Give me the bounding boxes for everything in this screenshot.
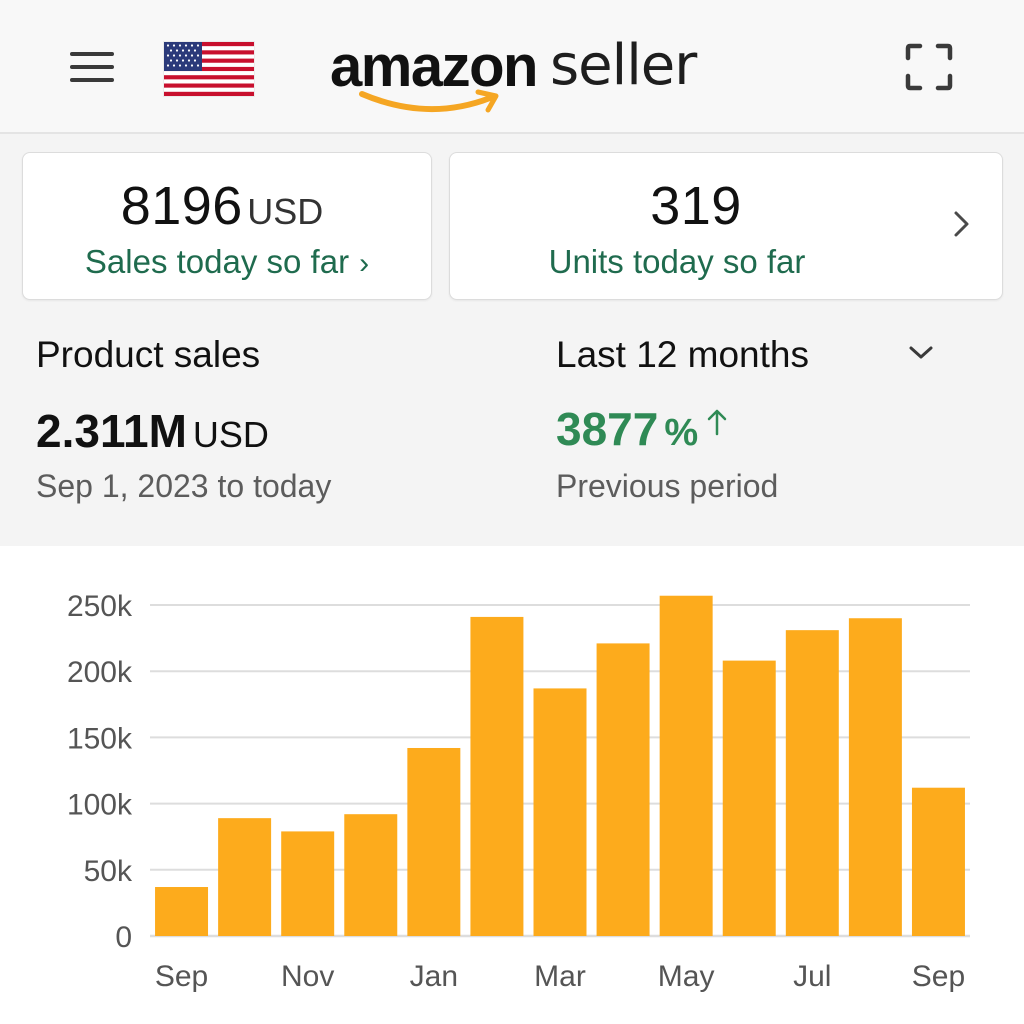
sales-today-value: 8196 [120, 176, 243, 236]
product-sales-unit: USD [192, 414, 269, 455]
x-tick-label: Sep [155, 960, 208, 993]
units-today-card[interactable]: 319 Units today so far [449, 152, 1003, 300]
x-tick-label: Jul [793, 960, 831, 993]
period-change: 3877% [556, 402, 728, 456]
units-today-value: 319 [650, 176, 742, 236]
summary-section: 8196 USD Sales today so far › 319 Units t… [0, 134, 1024, 546]
logo-amazon-text: amazon [330, 34, 538, 99]
bar-sep-0[interactable] [155, 887, 209, 936]
bar-chart-svg: 0 50k 100k 150k 200k 250k Sep Nov Jan Mar May Jul Se… [67, 590, 970, 993]
amazon-smile-icon [359, 89, 499, 113]
bar-nov-2[interactable] [281, 831, 335, 936]
sales-today-label-row: Sales today so far › [23, 243, 431, 281]
period-change-unit: % [664, 412, 699, 454]
product-sales-value: 2.311M [36, 405, 187, 457]
x-tick-label: Mar [534, 960, 586, 993]
y-tick-label: 200k [67, 656, 133, 689]
y-tick-label: 100k [67, 789, 133, 822]
chevron-down-icon [909, 346, 933, 359]
y-tick-label: 0 [115, 921, 132, 954]
units-today-label: Units today so far [548, 243, 806, 280]
bar-aug-11[interactable] [848, 618, 902, 936]
bar-dec-3[interactable] [344, 814, 398, 936]
bar-jan-4[interactable] [407, 747, 461, 936]
sales-today-unit: USD [247, 191, 324, 232]
x-tick-label: Sep [912, 960, 965, 993]
bar-sep-12[interactable] [911, 787, 965, 936]
y-tick-label: 150k [67, 722, 133, 755]
x-tick-label: May [658, 960, 715, 993]
product-sales-date-range: Sep 1, 2023 to today [36, 468, 332, 504]
sales-today-label: Sales today so far [84, 243, 350, 280]
bar-mar-6[interactable] [533, 688, 587, 936]
y-tick-label: 250k [67, 590, 133, 623]
hamburger-menu-icon[interactable] [66, 46, 118, 88]
arrow-up-icon [707, 409, 727, 436]
amazon-seller-logo: amazon seller [328, 30, 708, 120]
logo-seller-text: seller [550, 33, 697, 98]
x-tick-label: Nov [281, 960, 334, 993]
sales-today-value-row: 8196 USD [13, 175, 431, 237]
y-tick-label: 50k [84, 855, 133, 888]
sales-today-chevron: › [359, 247, 370, 280]
period-dropdown-label: Last 12 months [556, 334, 809, 375]
product-sales-title: Product sales [36, 334, 261, 375]
units-today-value-row: 319 [390, 175, 1002, 237]
bar-jul-10[interactable] [785, 630, 839, 936]
bar-feb-5[interactable] [470, 616, 524, 936]
bar-apr-7[interactable] [596, 643, 650, 936]
fullscreen-expand-icon[interactable] [904, 42, 954, 92]
x-tick-label: Jan [410, 960, 458, 993]
bar-may-8[interactable] [659, 595, 713, 936]
product-sales-chart: 0 50k 100k 150k 200k 250k Sep Nov Jan Mar May Jul Se… [0, 546, 1024, 1024]
product-sales-value-row: 2.311M USD [36, 404, 269, 458]
sales-today-card[interactable]: 8196 USD Sales today so far › [22, 152, 432, 300]
us-flag-icon[interactable] [164, 42, 254, 96]
chevron-right-icon[interactable] [952, 209, 972, 239]
bar-jun-9[interactable] [722, 660, 776, 936]
period-change-value: 3877 [556, 403, 659, 455]
previous-period-label: Previous period [556, 468, 779, 504]
period-dropdown[interactable]: Last 12 months [556, 330, 956, 380]
bar-oct-1[interactable] [218, 818, 272, 936]
app-header: amazon seller [0, 0, 1024, 134]
